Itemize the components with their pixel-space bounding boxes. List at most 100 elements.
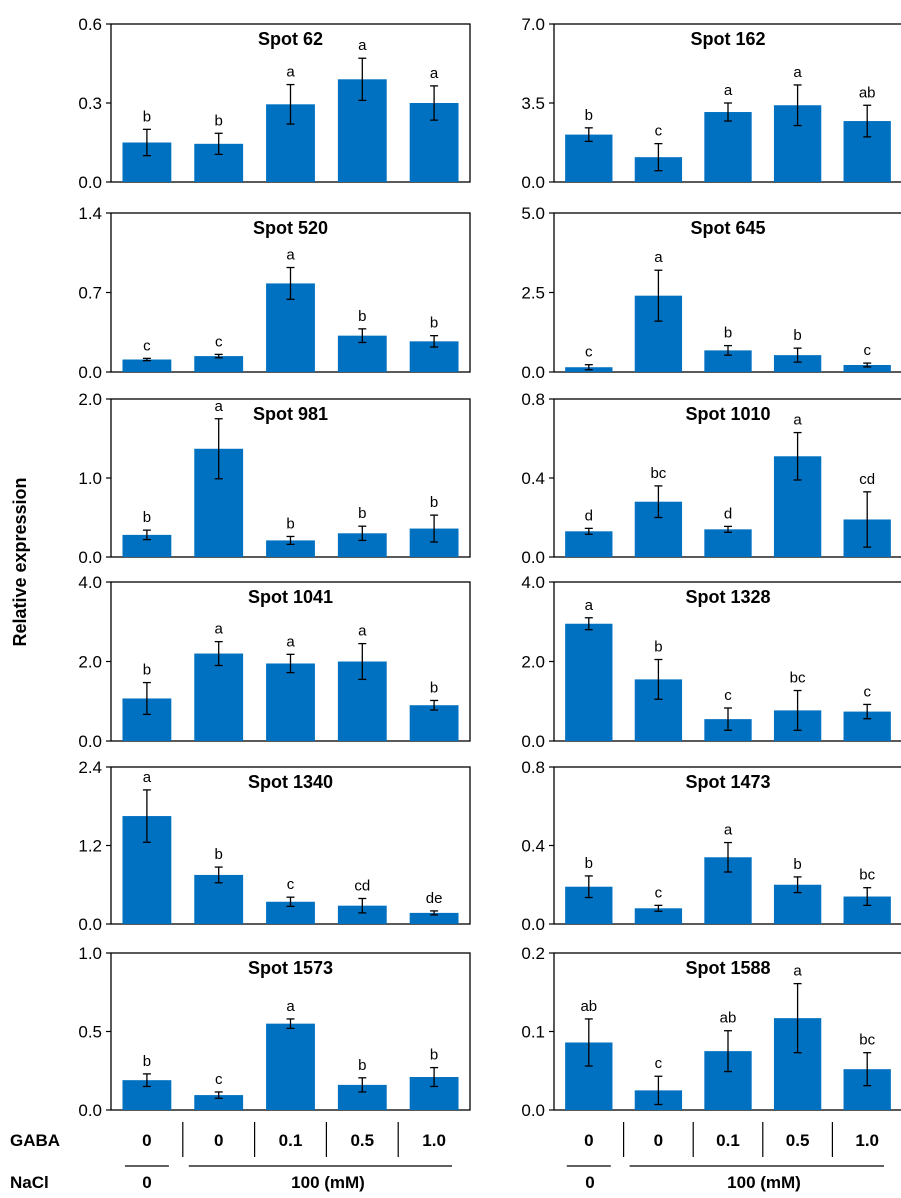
gaba-row-label: GABA — [10, 1131, 60, 1150]
significance-letter: a — [585, 597, 594, 614]
y-tick-label: 3.5 — [521, 94, 545, 113]
y-tick-label: 0.0 — [78, 173, 102, 192]
significance-letter: b — [430, 679, 438, 696]
y-tick-label: 0.0 — [78, 548, 102, 567]
y-tick-label: 2.5 — [521, 284, 545, 303]
y-tick-label: 0.0 — [521, 548, 545, 567]
significance-letter: bc — [650, 465, 666, 482]
y-tick-label: 0.0 — [521, 732, 545, 751]
y-tick-label: 1.2 — [78, 837, 102, 856]
significance-letter: b — [143, 662, 151, 679]
treatment-table: GABA NaCl 0 100 (mM) 0 100 (mM) 0 0 0.1 0.5… — [10, 1122, 884, 1192]
bar — [565, 624, 612, 741]
panel-spot-162: 0.0 3.5 7.0 Spot 162 b c a a ab — [521, 15, 901, 192]
significance-letter: c — [215, 1071, 223, 1088]
significance-letter: a — [793, 64, 802, 81]
significance-letter: c — [655, 1055, 663, 1072]
y-tick-label: 0.6 — [78, 15, 102, 34]
panel-spot-645: 0.0 2.5 5.0 Spot 645 c a b b c — [521, 204, 901, 382]
gaba-value: 0 — [584, 1131, 593, 1150]
y-tick-label: 2.0 — [78, 653, 102, 672]
y-tick-label: 0.1 — [521, 1023, 545, 1042]
significance-letter: a — [215, 398, 224, 415]
chart-title: Spot 1473 — [685, 772, 770, 792]
significance-letter: c — [655, 123, 663, 140]
gaba-value: 0.1 — [716, 1131, 740, 1150]
y-tick-label: 5.0 — [521, 204, 545, 223]
significance-letter: d — [724, 505, 732, 522]
significance-letter: a — [286, 247, 295, 264]
gaba-value: 0 — [214, 1131, 223, 1150]
significance-letter: c — [143, 337, 151, 354]
y-tick-label: 0.4 — [521, 469, 545, 488]
y-tick-label: 0.8 — [521, 390, 545, 409]
significance-letter: a — [724, 822, 733, 839]
significance-letter: a — [286, 633, 295, 650]
chart-title: Spot 62 — [258, 29, 323, 49]
significance-letter: a — [724, 82, 733, 99]
gaba-value: 1.0 — [422, 1131, 446, 1150]
y-tick-label: 1.0 — [78, 469, 102, 488]
left-nacl-control: 0 — [142, 1173, 151, 1192]
chart-title: Spot 1588 — [685, 958, 770, 978]
bar — [565, 531, 612, 557]
significance-letter: ab — [580, 998, 597, 1015]
y-tick-label: 0.0 — [521, 915, 545, 934]
y-tick-label: 0.2 — [521, 944, 545, 963]
significance-letter: a — [793, 412, 802, 429]
significance-letter: bc — [790, 670, 806, 687]
significance-letter: a — [358, 37, 367, 54]
y-tick-label: 2.0 — [78, 390, 102, 409]
significance-letter: b — [430, 1047, 438, 1064]
significance-letter: b — [358, 1057, 366, 1074]
y-tick-label: 4.0 — [521, 573, 545, 592]
significance-letter: de — [426, 890, 443, 907]
panel-spot-520: 0.0 0.7 1.4 Spot 520 c c a b b — [78, 204, 470, 382]
significance-letter: a — [286, 998, 295, 1015]
y-tick-label: 0.7 — [78, 284, 102, 303]
chart-title: Spot 1340 — [248, 772, 333, 792]
y-tick-label: 0.0 — [78, 915, 102, 934]
significance-letter: b — [358, 505, 366, 522]
bar — [704, 529, 751, 557]
significance-letter: bc — [859, 867, 875, 884]
y-tick-label: 2.0 — [521, 653, 545, 672]
significance-letter: c — [287, 876, 295, 893]
y-tick-label: 1.0 — [78, 944, 102, 963]
significance-letter: cd — [354, 877, 370, 894]
y-tick-label: 4.0 — [78, 573, 102, 592]
significance-letter: b — [358, 308, 366, 325]
left-nacl-treatment: 100 (mM) — [291, 1173, 365, 1192]
significance-letter: b — [793, 856, 801, 873]
significance-letter: b — [143, 1053, 151, 1070]
y-tick-label: 0.5 — [78, 1023, 102, 1042]
right-nacl-treatment: 100 (mM) — [727, 1173, 801, 1192]
bar — [194, 356, 243, 372]
y-tick-label: 0.0 — [521, 173, 545, 192]
significance-letter: c — [215, 333, 223, 350]
significance-letter: b — [654, 639, 662, 656]
bar — [266, 663, 315, 741]
chart-title: Spot 1041 — [248, 587, 333, 607]
chart-title: Spot 520 — [253, 218, 328, 238]
significance-letter: b — [430, 315, 438, 332]
panel-spot-1588: 0.00.10.2Spot 1588abcababc — [521, 944, 901, 1120]
significance-letter: c — [724, 687, 732, 704]
panel-spot-1041: 0.02.04.0Spot 1041baaab — [78, 573, 470, 751]
chart-title: Spot 981 — [253, 404, 328, 424]
y-tick-label: 0.0 — [78, 1101, 102, 1120]
significance-letter: a — [654, 249, 663, 266]
significance-letter: b — [724, 325, 732, 342]
gaba-value: 1.0 — [855, 1131, 879, 1150]
chart-title: Spot 645 — [690, 218, 765, 238]
significance-letter: b — [215, 112, 223, 129]
gaba-value: 0.5 — [350, 1131, 374, 1150]
significance-letter: b — [215, 846, 223, 863]
panel-spot-1010: 0.0 0.4 0.8 Spot 1010 d bc d a cd — [521, 390, 901, 567]
significance-letter: b — [286, 515, 294, 532]
significance-letter: c — [863, 683, 871, 700]
chart-title: Spot 1328 — [685, 587, 770, 607]
